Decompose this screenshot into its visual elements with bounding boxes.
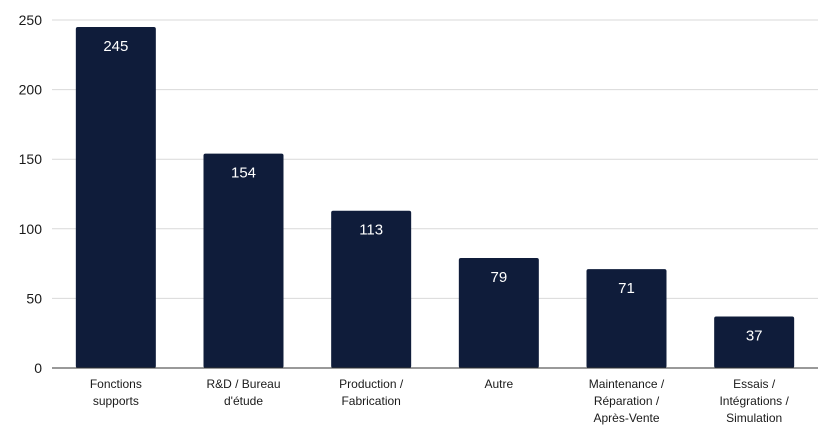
y-tick-label: 0 <box>34 360 42 376</box>
x-category-label: Fonctions supports <box>90 377 142 408</box>
x-category-label-line: Simulation <box>726 411 782 425</box>
x-category-label-line: supports <box>93 394 139 408</box>
x-category-label-line: Fonctions <box>90 377 142 391</box>
y-tick-label: 50 <box>26 290 42 306</box>
x-category-label-line: Fabrication <box>341 394 400 408</box>
bar <box>586 269 667 368</box>
bar <box>203 153 284 368</box>
bar-value-label: 37 <box>746 327 763 344</box>
x-category-label-line: d'étude <box>224 394 263 408</box>
y-tick-label: 200 <box>19 82 43 98</box>
bar <box>331 210 412 368</box>
y-axis-ticks: 0 50 100 150 200 250 <box>19 12 43 376</box>
bar <box>75 26 156 369</box>
x-category-label: Essais / Intégrations / Simulation <box>719 377 789 425</box>
x-axis-categories: Fonctions supports R&D / Bureau d'étude Prod… <box>90 377 790 425</box>
x-category-label: Autre <box>484 377 513 391</box>
y-tick-label: 250 <box>19 12 43 28</box>
grid-lines <box>52 19 818 299</box>
x-category-label: Production / Fabrication <box>339 377 404 408</box>
bar <box>458 258 539 368</box>
bar-value-label: 113 <box>359 222 383 239</box>
x-category-label-line: Intégrations / <box>719 394 789 408</box>
x-category-label-line: Production / <box>339 377 404 391</box>
x-category-label-line: Essais / <box>733 377 776 391</box>
x-category-label: R&D / Bureau d'étude <box>206 377 280 408</box>
bar-value-label: 71 <box>618 280 635 297</box>
y-tick-label: 100 <box>19 221 43 237</box>
x-category-label-line: Maintenance / <box>589 377 665 391</box>
x-category-label-line: Autre <box>484 377 513 391</box>
x-category-label-line: Réparation / <box>594 394 660 408</box>
x-category-label: Maintenance / Réparation / Après-Vente <box>589 377 665 425</box>
bars <box>75 26 795 369</box>
bar-value-label: 154 <box>231 165 256 182</box>
data-labels: 245 154 113 79 71 37 <box>103 38 762 345</box>
bar <box>714 316 795 368</box>
bar-value-label: 79 <box>490 269 507 286</box>
y-tick-label: 150 <box>19 151 43 167</box>
x-category-label-line: R&D / Bureau <box>206 377 280 391</box>
bar-value-label: 245 <box>103 38 128 55</box>
x-category-label-line: Après-Vente <box>593 411 659 425</box>
